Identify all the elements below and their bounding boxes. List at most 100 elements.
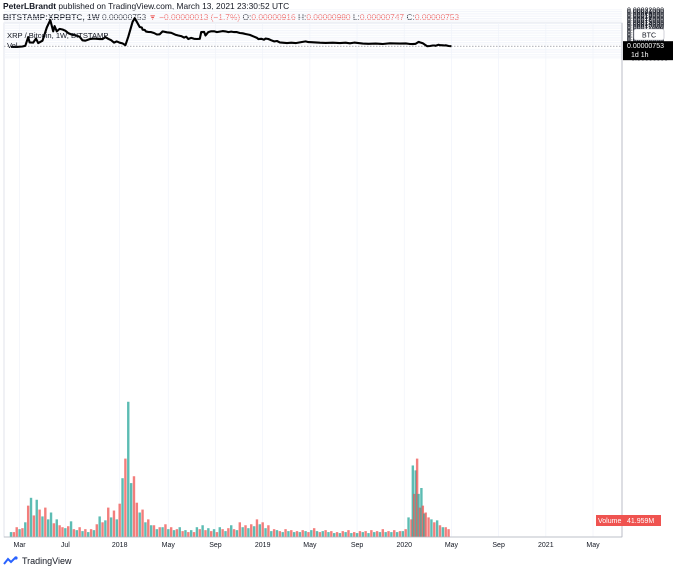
volume-bar [421, 505, 425, 537]
volume-bar [381, 529, 384, 537]
x-tick-label: 2019 [255, 542, 271, 549]
x-tick-label: May [445, 542, 459, 549]
volume-bar [430, 519, 433, 537]
volume-bar [55, 519, 58, 537]
volume-bar [118, 503, 121, 537]
volume-bar [441, 527, 445, 537]
y-tick-label: 0.00012000 [627, 24, 664, 31]
volume-bar [49, 512, 53, 537]
volume-bar [435, 520, 439, 537]
volume-bar [241, 527, 244, 537]
volume-bar [175, 529, 179, 537]
x-tick-label: 2020 [396, 542, 412, 549]
volume-bar [361, 532, 364, 537]
volume-bar [221, 529, 224, 537]
volume-bar [398, 531, 402, 537]
volume-bar [350, 533, 353, 537]
y-tick-label: 0.00021000 [627, 9, 664, 16]
volume-bar [58, 525, 61, 537]
volume-bar [147, 519, 150, 537]
volume-bar [207, 528, 210, 537]
volume-bar [138, 512, 141, 537]
volume-bar [387, 531, 390, 537]
volume-bar [420, 488, 423, 537]
volume-bar [164, 524, 167, 537]
volume-bar [235, 530, 239, 537]
volume-bar [129, 483, 133, 537]
volume-bar [281, 532, 284, 537]
last-price-label: 0.00000753 [627, 43, 664, 50]
volume-bar [252, 526, 256, 537]
volume-bar [121, 478, 124, 537]
volume-bar [278, 531, 282, 537]
plot-frame [3, 22, 623, 538]
x-tick-label: Jul [61, 542, 70, 549]
volume-bar [169, 527, 173, 537]
volume-bar [224, 531, 227, 537]
volume-bar [192, 532, 196, 537]
volume-bar [21, 528, 24, 537]
volume-bar [52, 523, 56, 537]
volume-bar [344, 532, 347, 537]
footer: TradingView [3, 556, 72, 566]
volume-bar [41, 516, 44, 537]
y-tick-label: 0.00014000 [627, 21, 664, 28]
x-tick-label: Mar [14, 542, 27, 549]
countdown-label: 1d 1h [631, 52, 649, 59]
volume-bar [24, 522, 27, 537]
volume-bar [61, 527, 64, 537]
volume-bar [373, 532, 376, 537]
volume-bar [26, 505, 30, 537]
grid [4, 9, 622, 537]
volume-bar [290, 530, 293, 537]
volume-bar [78, 527, 81, 537]
volume-bar [264, 528, 267, 537]
volume-bar [101, 522, 104, 537]
volume-badge [596, 515, 631, 526]
volume-bar [18, 529, 21, 537]
volume-bar [155, 529, 159, 537]
volume-bar [427, 517, 430, 537]
volume-bar [38, 509, 41, 537]
volume-bar [384, 532, 387, 537]
volume-bar [318, 532, 322, 537]
volume-bar [250, 524, 253, 537]
volume-bar [433, 522, 436, 537]
volume-bar [210, 531, 213, 537]
x-tick-label: May [162, 542, 176, 549]
x-tick-label: Sep [351, 542, 364, 549]
volume-bar [201, 525, 204, 537]
volume-bar [327, 532, 330, 537]
volume-bar [404, 529, 407, 537]
volume-bar [161, 527, 164, 537]
y-tick-label: 0.00018000 [627, 14, 664, 21]
volume-bar [98, 516, 101, 537]
volume-bar [378, 532, 382, 537]
volume-bar [307, 532, 310, 537]
volume-bar [258, 524, 262, 537]
y-tick-label: 0.00015000 [627, 19, 664, 26]
volume-bar [67, 526, 70, 537]
volume-bar [255, 519, 259, 537]
volume-bar [204, 530, 207, 537]
volume-bar [89, 529, 93, 537]
volume-bar [9, 532, 13, 537]
volume-bar [238, 522, 241, 537]
y-tick-label: 0.00013000 [627, 23, 664, 30]
x-tick-label: 2021 [538, 542, 554, 549]
volume-bar [321, 531, 324, 537]
volume-bar [355, 533, 359, 537]
volume-bar [423, 513, 426, 537]
volume-bar [29, 497, 33, 537]
volume-bar [215, 532, 219, 537]
volume-bars [9, 401, 450, 537]
volume-bar [261, 522, 264, 537]
volume-bar [275, 530, 279, 537]
volume-bar [364, 531, 367, 537]
volume-bar [172, 530, 176, 537]
volume-bar [135, 502, 139, 537]
volume-bar [338, 533, 342, 537]
unit-badge[interactable] [633, 28, 665, 41]
volume-bar [46, 519, 50, 537]
